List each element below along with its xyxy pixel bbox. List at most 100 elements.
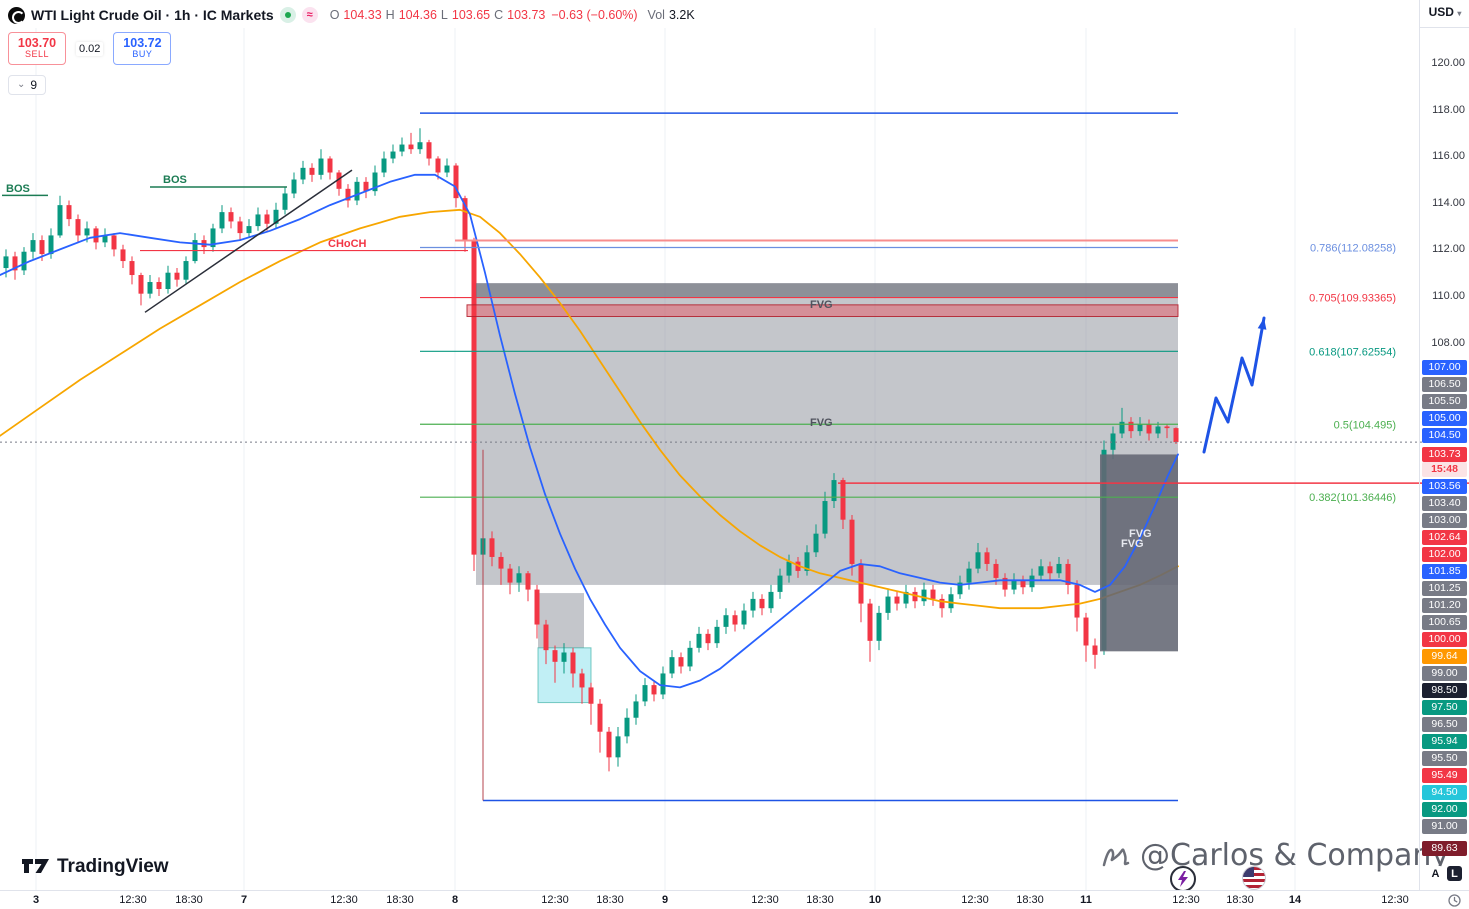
price-level-badge: 105.50 bbox=[1422, 394, 1467, 409]
price-chart-canvas[interactable]: 0.786(112.08258) 0.705(109.93365) 0.618(10… bbox=[0, 0, 1469, 890]
candle-down bbox=[984, 552, 990, 564]
trendline[interactable] bbox=[144, 169, 353, 313]
symbol-title[interactable]: WTI Light Crude Oil · 1h · IC Markets bbox=[31, 7, 274, 23]
clock-icon[interactable] bbox=[1448, 894, 1461, 909]
price-level-badge: 103.56 bbox=[1422, 479, 1467, 494]
tradingview-logo[interactable]: TradingView bbox=[22, 856, 169, 878]
candle-down bbox=[12, 256, 18, 271]
time-label: 18:30 bbox=[1226, 894, 1254, 906]
time-label: 3 bbox=[32, 894, 40, 906]
candle-up bbox=[354, 181, 360, 201]
candle-up bbox=[1119, 421, 1125, 434]
fvg-zone-large[interactable] bbox=[476, 283, 1178, 585]
candle-up bbox=[615, 736, 621, 758]
sell-button[interactable]: 103.70 SELL bbox=[8, 32, 66, 65]
candle-down bbox=[705, 633, 711, 644]
price-level-badge: 101.20 bbox=[1422, 598, 1467, 613]
price-level-badge: 94.50 bbox=[1422, 785, 1467, 800]
fvg-zone-right[interactable] bbox=[1100, 454, 1178, 652]
candle-up bbox=[903, 591, 909, 604]
candle-up bbox=[372, 172, 378, 192]
candle-up bbox=[219, 212, 225, 229]
bos-label[interactable]: BOS bbox=[163, 174, 187, 186]
fvg-zone-top-band[interactable] bbox=[476, 283, 1178, 298]
fvg-label-2[interactable]: FVG bbox=[810, 417, 833, 429]
object-count: 9 bbox=[30, 77, 38, 92]
supply-band[interactable] bbox=[466, 304, 1179, 318]
time-label: 18:30 bbox=[175, 894, 203, 906]
buy-price: 103.72 bbox=[123, 36, 162, 51]
candle-down bbox=[39, 240, 45, 255]
time-label: 12:30 bbox=[541, 894, 569, 906]
price-level-badge: 92.00 bbox=[1422, 802, 1467, 817]
candle-up bbox=[399, 144, 405, 152]
price-grid-label: 108.00 bbox=[1431, 336, 1465, 349]
candle-down bbox=[66, 205, 72, 220]
currency-selector[interactable]: USD ▾ bbox=[1428, 5, 1462, 19]
ohlc-value: 103.65 bbox=[451, 8, 491, 22]
fib-label: 0.786(112.08258) bbox=[1310, 242, 1396, 254]
price-grid-label: 116.00 bbox=[1432, 150, 1465, 163]
candle-down bbox=[174, 272, 180, 280]
candle-down bbox=[75, 219, 81, 236]
price-level-badge: 100.00 bbox=[1422, 632, 1467, 647]
buy-button[interactable]: 103.72 BUY bbox=[113, 32, 172, 65]
candle-down bbox=[507, 568, 513, 583]
candle-down bbox=[552, 650, 558, 662]
candle-down bbox=[597, 703, 603, 732]
candle-up bbox=[444, 165, 450, 173]
object-tree-collapse-button[interactable]: ⌄ 9 bbox=[8, 74, 47, 95]
candle-up bbox=[282, 193, 288, 210]
market-status-icon[interactable] bbox=[279, 7, 296, 23]
candle-up bbox=[876, 612, 882, 641]
candle-down bbox=[453, 165, 459, 199]
volume-label: Vol bbox=[647, 8, 665, 22]
projection-arrowhead bbox=[1257, 318, 1267, 330]
fib-label: 0.618(107.62554) bbox=[1309, 346, 1396, 358]
candle-up bbox=[561, 652, 567, 662]
time-label: 9 bbox=[661, 894, 669, 906]
projection-arrow[interactable] bbox=[1202, 316, 1266, 454]
candle-down bbox=[264, 214, 270, 224]
candle-up bbox=[624, 717, 630, 737]
candle-up bbox=[183, 261, 189, 280]
candle-up bbox=[1110, 433, 1116, 450]
bos-label-left[interactable]: BOS bbox=[6, 183, 30, 195]
price-grid-label: 110.00 bbox=[1432, 290, 1465, 302]
chevron-down-icon: ▾ bbox=[1457, 9, 1462, 18]
candle-down bbox=[156, 282, 162, 290]
ohlc-value: 104.36 bbox=[398, 8, 437, 22]
price-level-badge: 101.25 bbox=[1422, 581, 1467, 596]
delayed-data-icon[interactable]: ≈ bbox=[301, 7, 318, 23]
candle-down bbox=[129, 261, 135, 276]
price-level-badge: 95.49 bbox=[1422, 768, 1467, 783]
price-level-badge: 99.64 bbox=[1422, 649, 1467, 664]
candle-down bbox=[471, 240, 477, 555]
ma-fast-line[interactable] bbox=[0, 173, 1179, 689]
ma-slow-line[interactable] bbox=[0, 208, 1179, 610]
candle-down bbox=[489, 538, 495, 557]
fvg-label-3[interactable]: FVG bbox=[1129, 528, 1152, 540]
price-axis[interactable]: USD ▾ A L 120.00 118.00 116.00 114.00 112.00… bbox=[1419, 0, 1469, 890]
price-level-badge: 96.50 bbox=[1422, 717, 1467, 732]
price-grid-label: 120.00 bbox=[1431, 57, 1465, 69]
candle-up bbox=[417, 142, 423, 150]
price-grid-label: 112.00 bbox=[1432, 243, 1465, 256]
price-level-badge: 101.85 bbox=[1422, 564, 1467, 579]
choch-label[interactable]: CHoCH bbox=[328, 238, 367, 250]
candle-up bbox=[642, 685, 648, 702]
fvg-label-4[interactable]: FVG bbox=[1121, 538, 1144, 550]
price-level-badge: 98.50 bbox=[1422, 683, 1467, 698]
time-axis[interactable]: 3 12:30 18:30 7 12:30 18:30 8 12:30 18:30 9 12:30 1… bbox=[0, 890, 1469, 909]
candle-up bbox=[723, 615, 729, 627]
price-change: −0.63 (−0.60%) bbox=[551, 8, 638, 22]
candle-down bbox=[462, 198, 468, 241]
log-scale-button[interactable]: L bbox=[1447, 866, 1462, 881]
price-level-badge: 95.50 bbox=[1422, 751, 1467, 766]
auto-scale-button[interactable]: A bbox=[1428, 866, 1443, 881]
ohlc-label: H bbox=[385, 8, 395, 22]
candle-down bbox=[363, 181, 369, 192]
bar-countdown-badge: 15:48 bbox=[1422, 462, 1467, 477]
spread-value: 0.02 bbox=[76, 41, 104, 56]
fvg-label-1[interactable]: FVG bbox=[810, 299, 833, 311]
